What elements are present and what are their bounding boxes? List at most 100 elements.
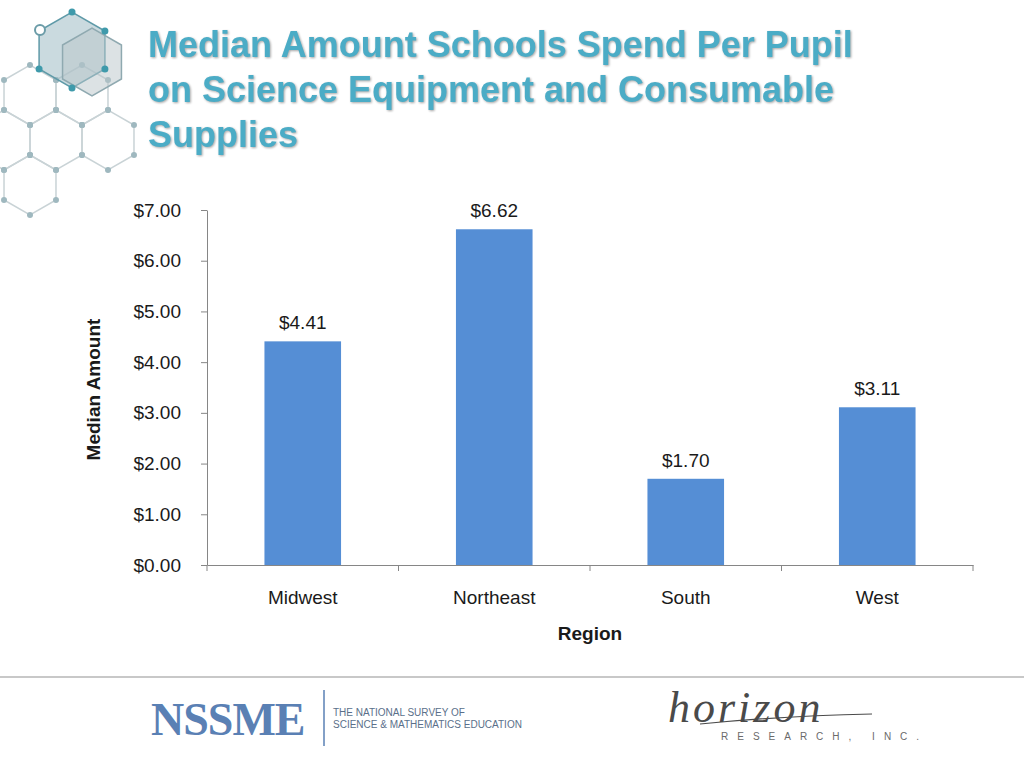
x-tick-label: Northeast <box>453 587 536 608</box>
hexagon-node <box>27 122 33 128</box>
bar <box>647 479 724 565</box>
data-label: $1.70 <box>662 450 710 471</box>
hexagon-node <box>79 152 85 158</box>
y-tick-mark <box>201 210 207 211</box>
y-tick: $4.00 <box>133 352 207 373</box>
hexagon-node <box>27 152 33 158</box>
hexagon-node <box>1 167 7 173</box>
hexagon-node <box>101 66 108 73</box>
hexagon-outline <box>30 110 82 170</box>
bars <box>264 229 915 565</box>
hexagon-node <box>1 107 7 113</box>
chart-canvas: Median Amount Schools Spend Per Pupilon … <box>0 0 1024 768</box>
x-boundary-tick <box>207 565 208 571</box>
data-label: $3.11 <box>854 378 900 399</box>
y-tick-label: $0.00 <box>133 555 181 576</box>
y-tick-mark <box>201 362 207 363</box>
x-axis-title: Region <box>558 623 622 644</box>
y-tick-mark <box>201 261 207 262</box>
data-label: $4.41 <box>279 312 327 333</box>
left-logo: NSSME <box>151 694 304 745</box>
hexagon-node <box>27 122 33 128</box>
y-tick-label: $6.00 <box>133 250 181 271</box>
logo-swoosh <box>700 714 872 724</box>
y-axis-title: Median Amount <box>83 318 104 460</box>
hexagon-node <box>53 167 59 173</box>
left-logo-caption: THE NATIONAL SURVEY OF <box>333 707 465 718</box>
data-label: $6.62 <box>470 200 518 221</box>
chart-title: Median Amount Schools Spend Per Pupilon … <box>148 24 853 155</box>
hexagon-node <box>1 107 7 113</box>
y-tick: $0.00 <box>133 555 207 576</box>
hexagon-node <box>53 107 59 113</box>
title-line: Median Amount Schools Spend Per Pupil <box>148 24 853 65</box>
hexagon-node <box>79 122 85 128</box>
y-axis-line <box>207 211 208 566</box>
right-logo: horizon <box>668 683 823 732</box>
y-tick: $5.00 <box>133 301 207 322</box>
hexagon-node <box>27 152 33 158</box>
x-axis: Midwest Northeast South West <box>207 565 974 608</box>
hexagon-node <box>79 122 85 128</box>
x-tick-label: Midwest <box>268 587 338 608</box>
data-labels: $4.41 $6.62 $1.70 $3.11 <box>279 200 900 471</box>
hexagon-node <box>53 167 59 173</box>
x-boundary-tick <box>590 565 591 571</box>
x-tick-label: South <box>661 587 711 608</box>
hexagon-node <box>27 122 33 128</box>
hexagon-node <box>27 152 33 158</box>
hexagon-node <box>1 167 7 173</box>
hexagon-filled <box>63 28 122 96</box>
y-tick-mark <box>201 413 207 414</box>
y-tick-label: $7.00 <box>133 200 181 221</box>
hexagon-node <box>1 197 7 203</box>
bar <box>456 229 533 565</box>
hexagon-outline <box>0 110 30 170</box>
left-logo-caption: SCIENCE & MATHEMATICS EDUCATION <box>333 719 522 730</box>
y-tick-label: $5.00 <box>133 301 181 322</box>
hexagon-node <box>79 152 85 158</box>
y-tick-mark <box>201 514 207 515</box>
y-tick: $6.00 <box>133 250 207 271</box>
x-tick: Midwest <box>268 587 338 608</box>
y-tick: $7.00 <box>133 200 207 221</box>
hexagon-node <box>35 25 45 35</box>
hexagon-node <box>101 28 108 35</box>
y-tick: $1.00 <box>133 504 207 525</box>
hexagon-node <box>69 85 76 92</box>
decoration <box>0 9 137 219</box>
bar <box>264 341 341 565</box>
hexagon-node <box>105 107 111 113</box>
hexagon-node <box>53 107 59 113</box>
hexagon-node <box>131 152 137 158</box>
title-line: on Science Equipment and Consumable <box>148 69 834 110</box>
hexagon-node <box>53 197 59 203</box>
y-tick-label: $3.00 <box>133 402 181 423</box>
y-tick-label: $2.00 <box>133 453 181 474</box>
x-boundary-tick <box>398 565 399 571</box>
footer-rule <box>0 676 1024 678</box>
hexagon-node <box>36 66 43 73</box>
bar <box>839 407 916 565</box>
hexagon-node <box>69 9 76 16</box>
background <box>0 0 1024 768</box>
x-boundary-tick <box>973 565 974 571</box>
right-logo-caption: RESEARCH, INC. <box>721 731 928 742</box>
footer: NSSME THE NATIONAL SURVEY OFSCIENCE & MAT… <box>0 677 1024 746</box>
y-tick: $3.00 <box>133 402 207 423</box>
hexagon-node <box>27 62 33 68</box>
hexagon-node <box>53 107 59 113</box>
x-tick: Northeast <box>453 587 536 608</box>
hexagon-outline <box>82 110 134 170</box>
x-tick: West <box>856 587 900 608</box>
title-line: Supplies <box>148 114 298 155</box>
hexagon-outline <box>4 155 56 215</box>
logo-divider <box>323 690 325 746</box>
y-tick: $2.00 <box>133 453 207 474</box>
y-tick-mark <box>201 311 207 312</box>
y-tick-label: $1.00 <box>133 504 181 525</box>
x-tick-label: West <box>856 587 900 608</box>
x-tick: South <box>661 587 711 608</box>
y-tick-label: $4.00 <box>133 352 181 373</box>
hexagon-node <box>105 107 111 113</box>
